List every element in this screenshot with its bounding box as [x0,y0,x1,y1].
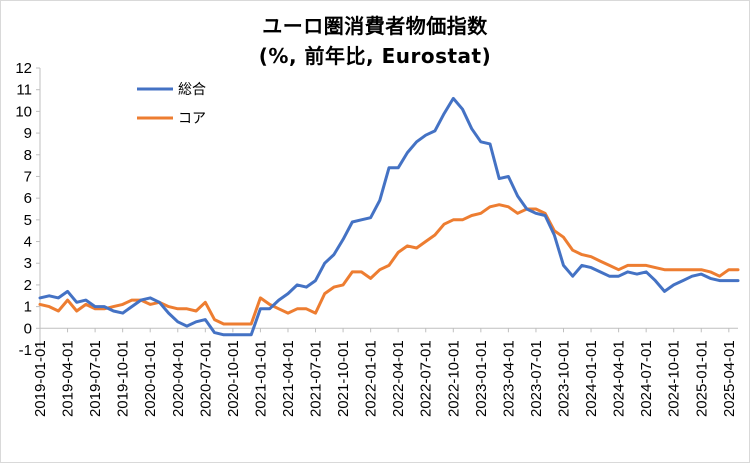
y-tick-label: 4 [24,234,32,251]
x-tick-label: 2020-10-01 [225,340,242,417]
legend-label: 総合 [178,82,206,98]
y-tick-label: 5 [24,212,32,229]
x-tick-label: 2021-01-01 [252,340,269,417]
x-tick-label: 2020-04-01 [170,340,187,417]
chart-title: ユーロ圏消費者物価指数 [262,14,488,38]
x-tick-label: 2023-10-01 [556,340,573,417]
y-tick-label: 12 [15,60,32,77]
y-tick-label: 1 [24,299,32,316]
legend-label: コア [178,111,206,127]
series-lines [38,96,740,337]
x-tick-label: 2023-04-01 [500,340,517,417]
series-line-0 [38,96,740,337]
x-tick-label: 2022-07-01 [418,340,435,417]
x-tick-label: 2020-07-01 [197,340,214,417]
x-tick-label: 2022-10-01 [445,340,462,417]
x-tick-label: 2019-07-01 [87,340,104,417]
y-tick-label: 3 [24,255,32,272]
x-tick-label: 2021-07-01 [308,340,325,417]
x-tick-label: 2022-04-01 [390,340,407,417]
x-tick-label: 2019-01-01 [32,340,49,417]
y-tick-label: 11 [16,82,32,99]
x-tick-label: 2019-10-01 [115,340,132,417]
y-tick-label: -1 [19,342,32,359]
x-tick-label: 2019-04-01 [60,340,77,417]
chart-subtitle: (%, 前年比, Eurostat) [258,44,492,68]
x-tick-label: 2021-10-01 [335,340,352,417]
x-tick-label: 2024-10-01 [666,340,683,417]
x-tick-label: 2025-04-01 [721,340,738,417]
x-tick-label: 2023-01-01 [473,340,490,417]
y-tick-label: 10 [15,103,32,120]
y-tick-label: 7 [24,168,32,185]
x-tick-label: 2021-04-01 [280,340,297,417]
y-tick-label: 8 [24,147,32,164]
y-tick-label: 2 [24,277,32,294]
x-tick-label: 2024-04-01 [611,340,628,417]
y-tick-label: 0 [24,320,32,337]
x-tick-label: 2022-01-01 [363,340,380,417]
series-line-1 [38,203,740,326]
x-tick-label: 2020-01-01 [142,340,159,417]
y-tick-label: 9 [24,125,32,142]
y-tick-label: 6 [24,190,32,207]
x-tick-label: 2025-01-01 [693,340,710,417]
x-tick-label: 2024-07-01 [638,340,655,417]
x-tick-label: 2024-01-01 [583,340,600,417]
x-tick-label: 2023-07-01 [528,340,545,417]
